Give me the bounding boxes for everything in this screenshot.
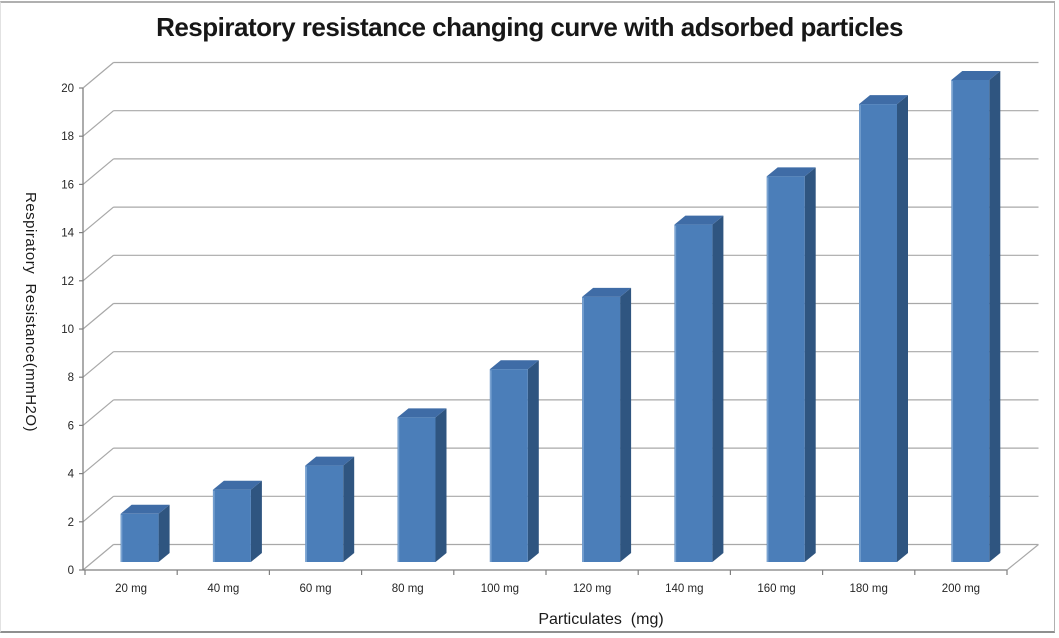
- bar-40mg: [212, 489, 251, 562]
- bar-140mg: [674, 224, 713, 562]
- gridline-depth-connector: [82, 544, 114, 571]
- gridline-depth-connector: [82, 495, 114, 523]
- bar-20mg: [120, 513, 159, 562]
- x-axis-title: Particulates (mg): [538, 611, 664, 628]
- bar-60mg: [305, 465, 344, 562]
- x-tick-label: 20 mg: [115, 583, 147, 595]
- floor-right-depth-edge: [1006, 544, 1039, 571]
- bar-top-140mg: [674, 215, 724, 225]
- bar-side-80mg: [435, 408, 447, 562]
- bar-top-80mg: [397, 408, 447, 418]
- x-tick-label: 120 mg: [573, 583, 611, 595]
- y-tick-label: 10: [61, 324, 74, 336]
- bar-side-140mg: [712, 215, 724, 562]
- bar-200mg: [951, 80, 990, 562]
- bar-100mg: [489, 369, 528, 562]
- bar-side-120mg: [620, 287, 632, 562]
- bar-top-200mg: [951, 71, 1001, 80]
- bar-side-200mg: [989, 71, 1001, 562]
- x-tick-label: 140 mg: [665, 583, 703, 595]
- x-tick-label: 100 mg: [481, 583, 519, 595]
- gridline-depth-connector: [82, 351, 114, 378]
- y-tick-label: 8: [68, 372, 74, 384]
- gridline-depth-connector: [82, 303, 114, 330]
- gridline-depth-connector: [82, 62, 114, 89]
- x-tick-label: 160 mg: [757, 583, 795, 595]
- y-tick-label: 18: [61, 131, 74, 143]
- bar-top-160mg: [766, 167, 816, 177]
- bar-top-100mg: [489, 360, 539, 370]
- bar-side-20mg: [158, 504, 170, 562]
- bar-top-180mg: [859, 95, 908, 105]
- gridline-depth-connector: [82, 110, 114, 137]
- chart-title: Respiratory resistance changing curve wi…: [156, 12, 903, 42]
- y-tick-label: 4: [68, 469, 75, 481]
- bar-top-120mg: [582, 287, 632, 297]
- bar-side-160mg: [804, 167, 816, 562]
- y-tick-label: 6: [68, 420, 74, 432]
- gridline-depth-connector: [82, 399, 114, 426]
- bar-160mg: [766, 176, 805, 562]
- gridline-depth-connector: [82, 447, 114, 475]
- x-tick-label: 180 mg: [850, 583, 888, 595]
- y-axis-title: Respiratory Resistance(mmH2O): [22, 192, 39, 433]
- bar-side-180mg: [897, 95, 908, 562]
- bar-side-100mg: [527, 360, 539, 562]
- y-tick-label: 14: [61, 228, 74, 240]
- bar-80mg: [397, 417, 436, 562]
- bar-180mg: [859, 104, 897, 562]
- bar-120mg: [582, 296, 621, 562]
- y-tick-label: 20: [61, 83, 74, 95]
- bar-top-40mg: [212, 480, 262, 490]
- gridline-depth-connector: [82, 254, 114, 282]
- y-tick-label: 12: [61, 276, 74, 288]
- x-tick-label: 40 mg: [207, 583, 239, 595]
- gridline-depth-connector: [82, 206, 114, 234]
- y-tick-label: 16: [61, 179, 74, 191]
- bar-top-60mg: [305, 456, 355, 466]
- x-tick-label: 60 mg: [300, 583, 332, 595]
- y-tick-label: 2: [68, 517, 74, 529]
- bar-side-60mg: [343, 456, 355, 562]
- bar-top-20mg: [120, 504, 170, 514]
- gridline-depth-connector: [82, 158, 114, 185]
- bar-side-40mg: [250, 480, 262, 562]
- x-tick-label: 80 mg: [392, 583, 424, 595]
- x-tick-label: 200 mg: [942, 583, 980, 595]
- y-tick-label: 0: [68, 565, 74, 577]
